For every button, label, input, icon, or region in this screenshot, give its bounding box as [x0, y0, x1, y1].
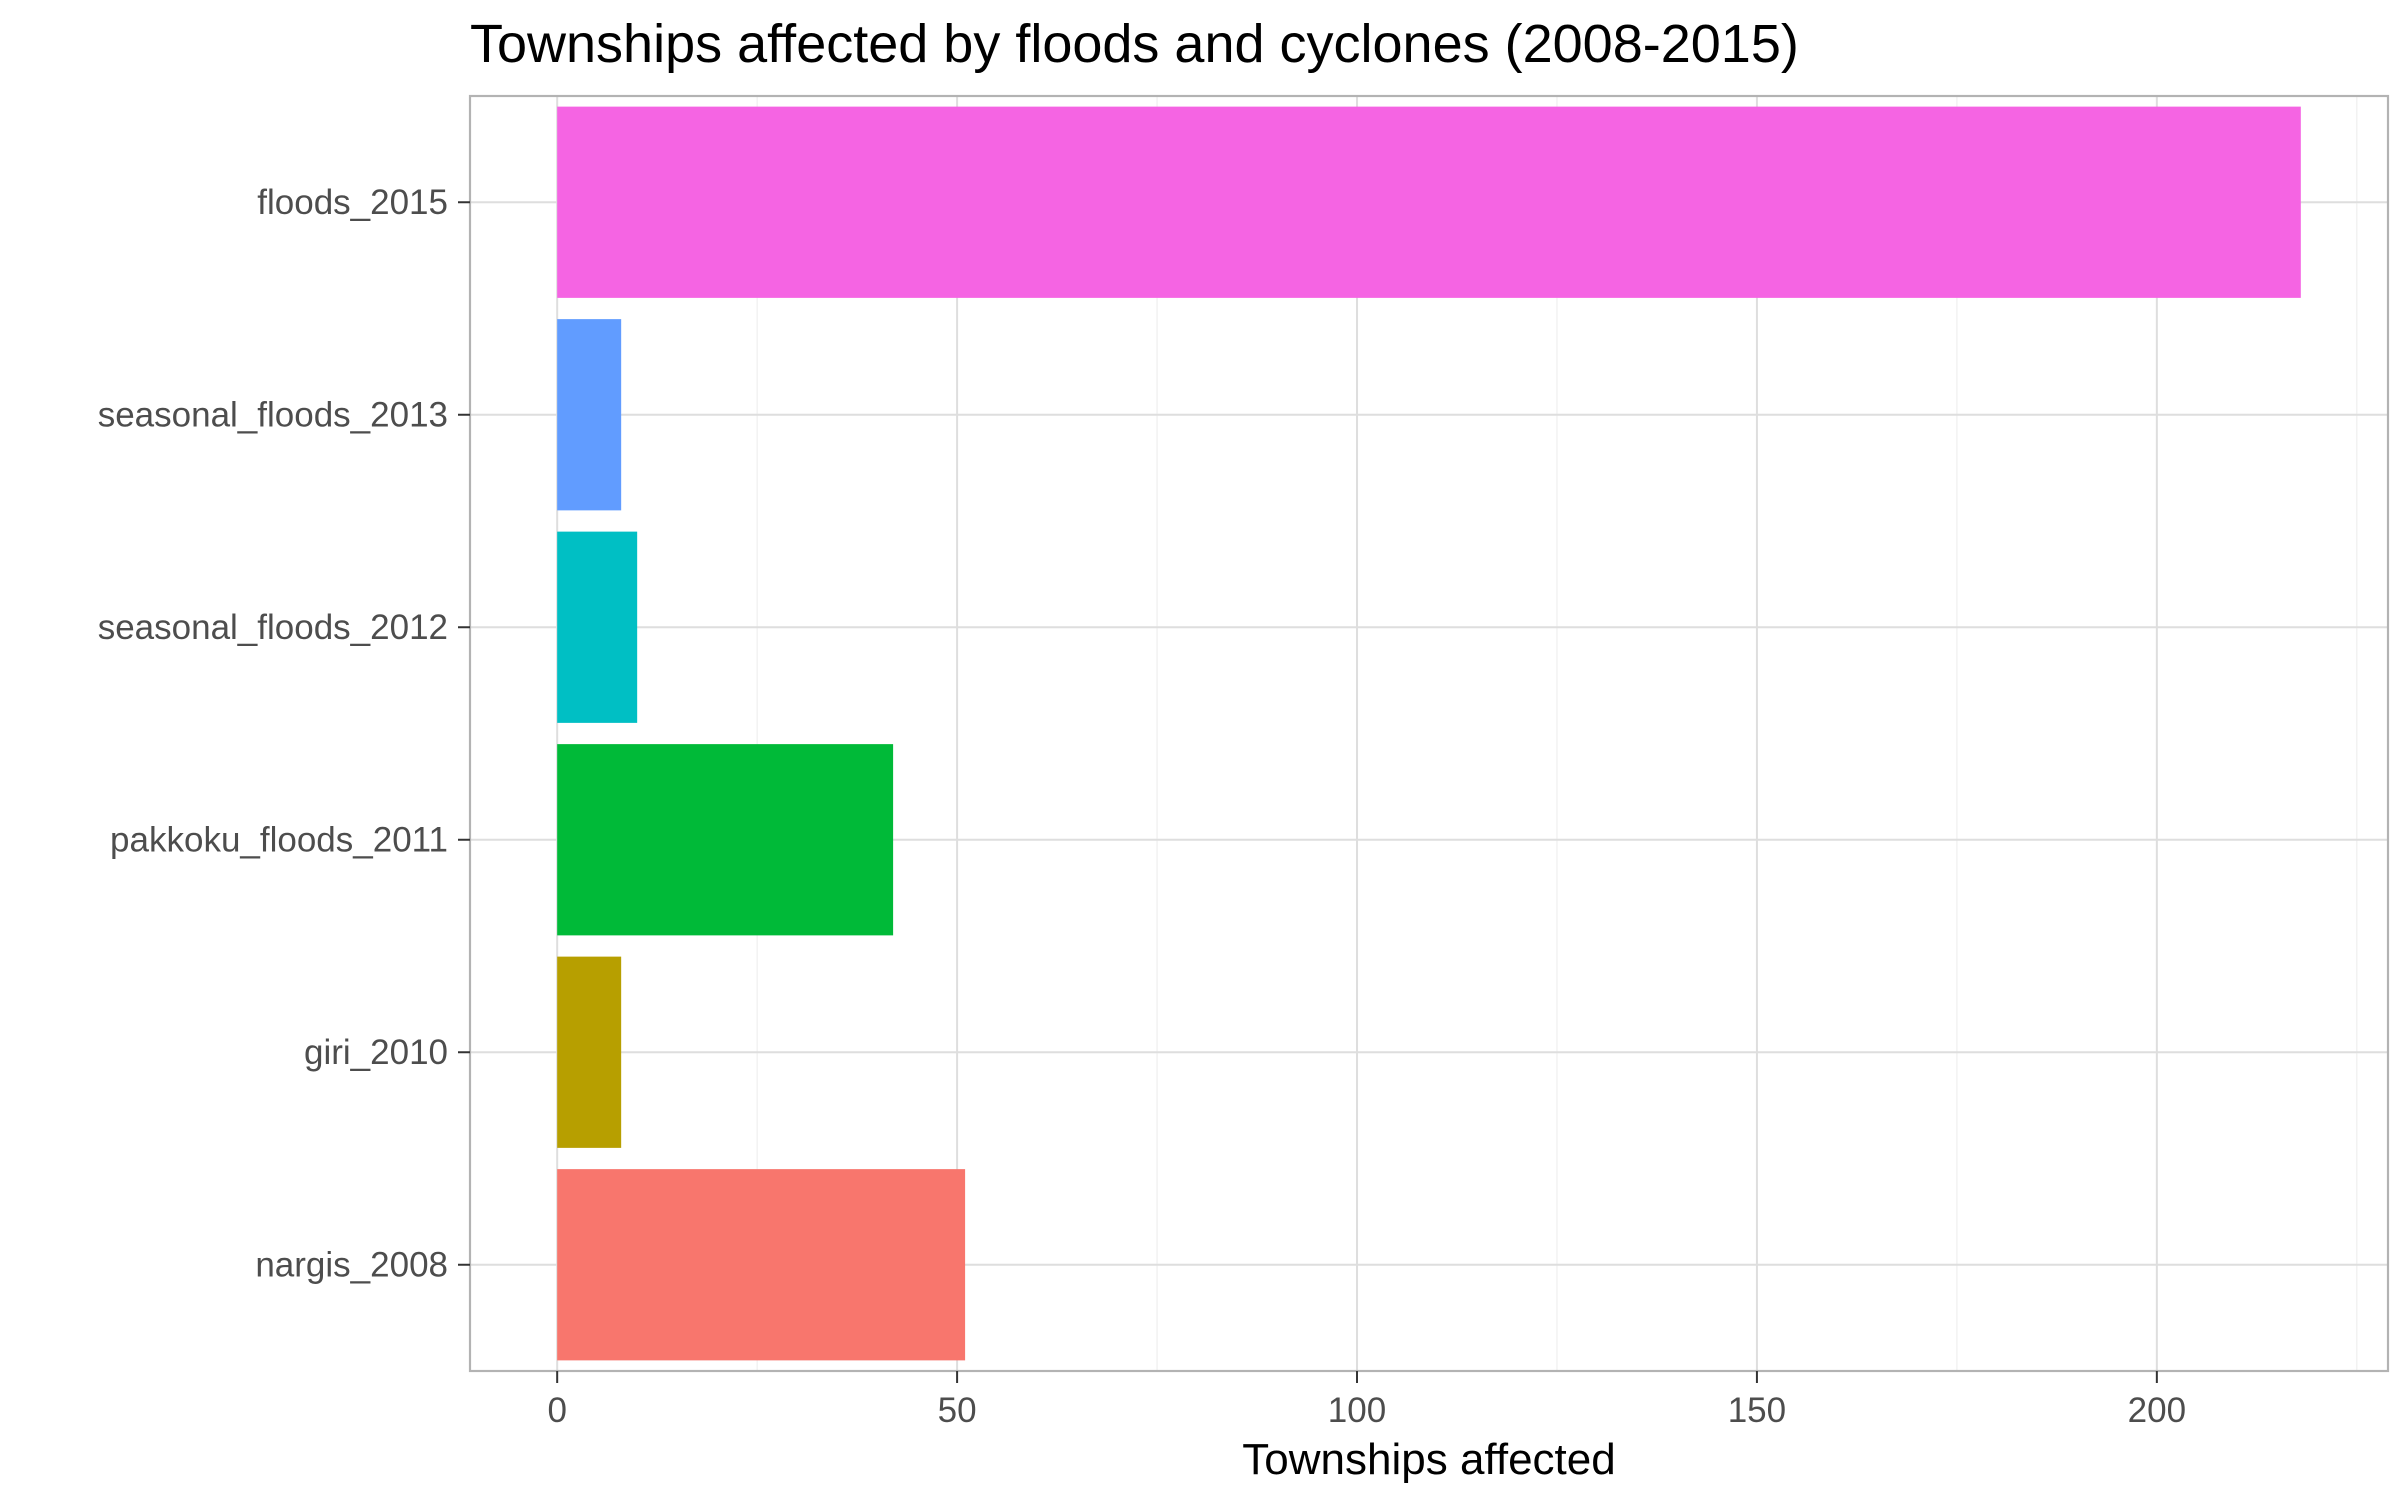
x-tick-label: 200 — [2128, 1391, 2186, 1430]
bar-seasonal-floods-2013 — [557, 319, 622, 511]
x-axis-title: Townships affected — [1242, 1435, 1615, 1484]
minor-gridlines — [756, 96, 2358, 1371]
y-tick-label: floods_2015 — [257, 183, 448, 222]
panel-border — [468, 94, 2390, 1373]
bars — [557, 106, 2301, 1361]
bar-nargis-2008 — [557, 1169, 966, 1361]
y-tick-label: giri_2010 — [304, 1033, 448, 1072]
x-tick-label: 50 — [938, 1391, 977, 1430]
bar-pakkoku-floods-2011 — [557, 744, 894, 936]
bar-floods-2015 — [557, 106, 2301, 298]
y-axis: nargis_2008 giri_2010 pakkoku_floods_2011 s… — [98, 183, 470, 1284]
y-tick-label: seasonal_floods_2012 — [98, 608, 448, 647]
x-tick-label: 0 — [547, 1391, 566, 1430]
bar-giri-2010 — [557, 956, 622, 1148]
x-tick-label: 100 — [1328, 1391, 1386, 1430]
y-tick-label: nargis_2008 — [255, 1245, 448, 1284]
x-tick-label: 150 — [1728, 1391, 1786, 1430]
bar-seasonal-floods-2012 — [557, 531, 638, 723]
y-tick-label: seasonal_floods_2013 — [98, 395, 448, 434]
y-tick-label: pakkoku_floods_2011 — [110, 820, 448, 859]
chart-title: Townships affected by floods and cyclone… — [470, 14, 1799, 74]
x-axis: 0 50 100 150 200 — [547, 1371, 2186, 1430]
